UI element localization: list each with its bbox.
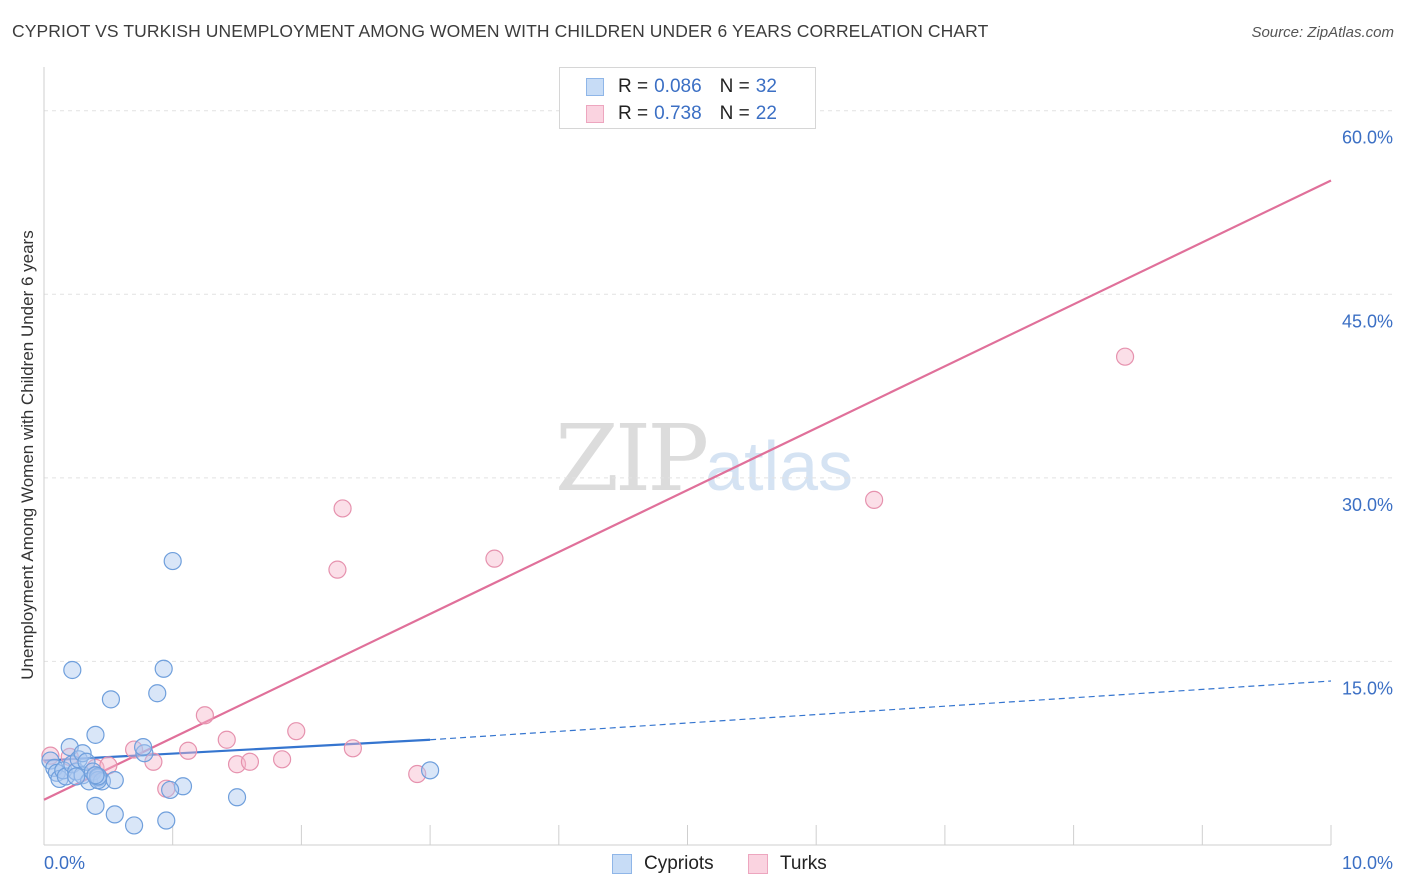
watermark: ZIPatlas (555, 405, 853, 512)
point-layer (41, 347, 1135, 835)
legend-item-cypriots[interactable]: Cypriots (612, 852, 714, 876)
turks-point (328, 560, 347, 579)
y-tick-label: 30.0% (1342, 495, 1393, 515)
chart-title: CYPRIOT VS TURKISH UNEMPLOYMENT AMONG WO… (12, 21, 989, 41)
turks-point (485, 549, 504, 568)
turks-point (333, 499, 352, 518)
cypriots-point (148, 684, 167, 703)
cypriots-point (101, 690, 121, 709)
cypriots-point (105, 805, 124, 824)
n-label: N = (719, 76, 750, 97)
cypriots-trend-extension (430, 680, 1332, 741)
turks-swatch (586, 105, 604, 123)
cypriots-point (86, 796, 105, 815)
cypriots-swatch (586, 78, 604, 96)
watermark-atlas: atlas (705, 427, 854, 505)
turks-point (179, 741, 198, 760)
y-tick-label: 60.0% (1342, 128, 1393, 148)
cypriots-point (154, 659, 173, 678)
cypriots-point (77, 752, 96, 771)
legend-label-cypriots: Cypriots (644, 853, 714, 874)
r-value: 0.086 (654, 76, 702, 97)
cypriots-point (157, 811, 176, 830)
cypriots-point (227, 788, 247, 807)
n-label: N = (719, 103, 750, 124)
turks-point (1115, 347, 1135, 366)
n-value: 22 (755, 103, 777, 124)
n-value: 32 (755, 76, 777, 97)
cypriots-point (63, 660, 82, 680)
turks-trend-line (43, 179, 1332, 801)
turks-legend-swatch (748, 854, 768, 874)
y-tick-label: 15.0% (1342, 678, 1393, 698)
cypriots-point (135, 744, 154, 763)
legend-row-turks: R = 0.738 N = 22 (586, 102, 777, 126)
source-link[interactable]: Source: ZipAtlas.com (1251, 24, 1394, 41)
correlation-legend: R = 0.086 N = 32 R = 0.738 N = 22 (559, 67, 816, 129)
axis-layer (43, 67, 1332, 846)
cypriots-point (67, 767, 86, 786)
r-value: 0.738 (654, 103, 702, 124)
legend-label-turks: Turks (780, 853, 827, 874)
cypriots-point (73, 744, 92, 763)
legend-row-cypriots: R = 0.086 N = 32 (586, 75, 777, 99)
cypriots-point (86, 725, 105, 744)
cypriots-point (163, 551, 182, 571)
turks-point (217, 730, 236, 749)
cypriots-point (133, 737, 153, 757)
turks-point (865, 490, 884, 509)
r-label: R = (618, 103, 649, 124)
cypriots-point (161, 780, 180, 800)
x-tick-label: 0.0% (44, 853, 85, 873)
cypriots-point (86, 766, 105, 785)
x-tick-label: 10.0% (1342, 853, 1393, 873)
turks-point (240, 752, 260, 771)
grid-layer (44, 110, 1392, 662)
r-label: R = (618, 76, 649, 97)
tick-label-layer: 15.0% 30.0% 45.0% 60.0% 0.0% 10.0% (44, 128, 1393, 873)
y-axis-label: Unemployment Among Women with Children U… (18, 230, 37, 680)
y-tick-label: 45.0% (1342, 311, 1393, 331)
cypriots-point (421, 761, 440, 780)
turks-point (195, 706, 214, 725)
turks-point (272, 750, 292, 769)
cypriots-point (105, 771, 124, 790)
turks-point (287, 722, 306, 741)
cypriots-legend-swatch (612, 854, 632, 874)
legend-item-turks[interactable]: Turks (748, 852, 827, 876)
turks-point (343, 739, 362, 758)
cypriots-point (124, 816, 144, 835)
watermark-zip: ZIP (555, 405, 709, 512)
trend-layer (43, 179, 1332, 801)
